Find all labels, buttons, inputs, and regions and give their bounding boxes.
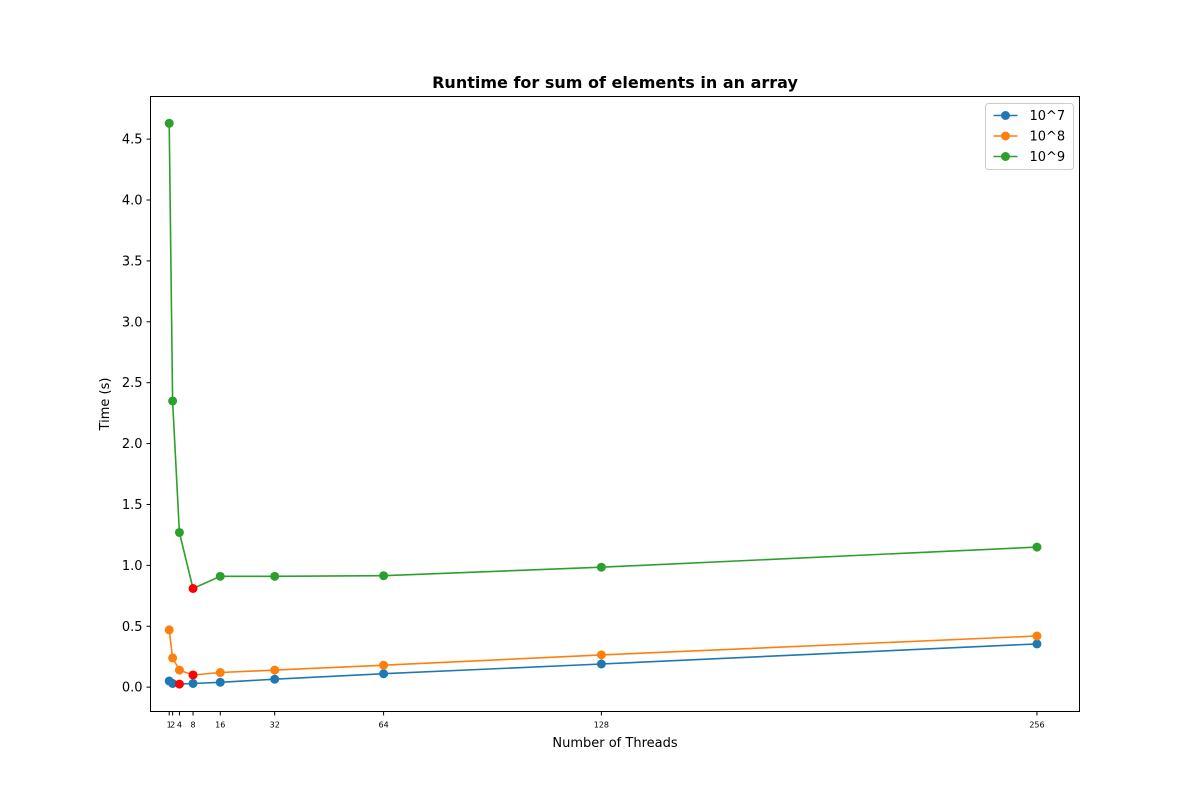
y-tick-label: 1.0 xyxy=(122,559,143,574)
x-axis-label: Number of Threads xyxy=(552,736,677,751)
legend: 10^7 10^8 10^9 xyxy=(985,103,1074,170)
x-tick-label: 256 xyxy=(1029,721,1044,730)
data-point xyxy=(174,665,184,675)
data-point xyxy=(1032,631,1042,641)
chart-title: Runtime for sum of elements in an array xyxy=(432,73,798,92)
data-point xyxy=(188,678,198,688)
legend-label: 10^9 xyxy=(1030,150,1066,165)
y-tick-label: 2.5 xyxy=(122,376,143,391)
y-tick-label: 4.0 xyxy=(122,194,143,209)
legend-label: 10^7 xyxy=(1030,109,1066,124)
data-point xyxy=(379,669,389,679)
data-point xyxy=(596,650,606,660)
x-tick-label: 32 xyxy=(270,721,280,730)
data-point xyxy=(164,118,174,128)
data-point xyxy=(168,396,178,406)
x-tick-label: 8 xyxy=(190,721,195,730)
highlight-point xyxy=(188,670,198,680)
x-axis: 12 4 8 16 32 64 128 256 xyxy=(167,711,1045,730)
y-tick-label: 3.0 xyxy=(122,315,143,330)
data-point xyxy=(215,677,225,687)
data-point xyxy=(270,674,280,684)
y-axis: 0.0 0.5 1.0 1.5 2.0 2.5 3.0 3.5 4.0 4.5 xyxy=(122,133,151,696)
y-tick-label: 1.5 xyxy=(122,498,143,513)
plot-area xyxy=(164,118,1042,689)
legend-label: 10^8 xyxy=(1030,130,1066,145)
legend-marker xyxy=(1001,111,1010,120)
series-1 xyxy=(164,625,1042,680)
data-point xyxy=(270,665,280,675)
data-point xyxy=(215,571,225,581)
x-tick-label: 4 xyxy=(177,721,182,730)
data-point xyxy=(164,625,174,635)
data-point xyxy=(596,659,606,669)
highlight-point xyxy=(188,584,198,593)
data-point xyxy=(379,571,389,581)
data-point xyxy=(1032,639,1042,649)
data-point xyxy=(168,678,178,688)
y-axis-label: Time (s) xyxy=(98,378,113,432)
y-tick-label: 0.5 xyxy=(122,620,143,635)
y-tick-label: 3.5 xyxy=(122,254,143,269)
series-line xyxy=(168,123,1038,590)
axes-frame xyxy=(150,96,1080,712)
x-tick-label: 16 xyxy=(215,721,225,730)
y-tick-label: 2.0 xyxy=(122,437,143,452)
x-tick-label: 2 xyxy=(170,721,175,730)
x-tick-label: 1 xyxy=(167,721,172,730)
data-point xyxy=(168,653,178,663)
data-point xyxy=(215,668,225,678)
series-2 xyxy=(164,118,1042,593)
y-tick-label: 4.5 xyxy=(122,133,143,148)
data-point xyxy=(174,527,184,537)
y-tick-label: 0.0 xyxy=(122,681,143,696)
data-point xyxy=(270,571,280,581)
data-point xyxy=(596,562,606,572)
legend-marker xyxy=(1001,131,1010,141)
series-0 xyxy=(164,639,1042,689)
x-tick-label: 128 xyxy=(594,721,609,730)
x-tick-label: 64 xyxy=(379,721,389,730)
legend-marker xyxy=(1001,152,1010,161)
highlight-point xyxy=(174,679,184,689)
data-point xyxy=(1032,542,1042,552)
data-point xyxy=(379,660,389,670)
